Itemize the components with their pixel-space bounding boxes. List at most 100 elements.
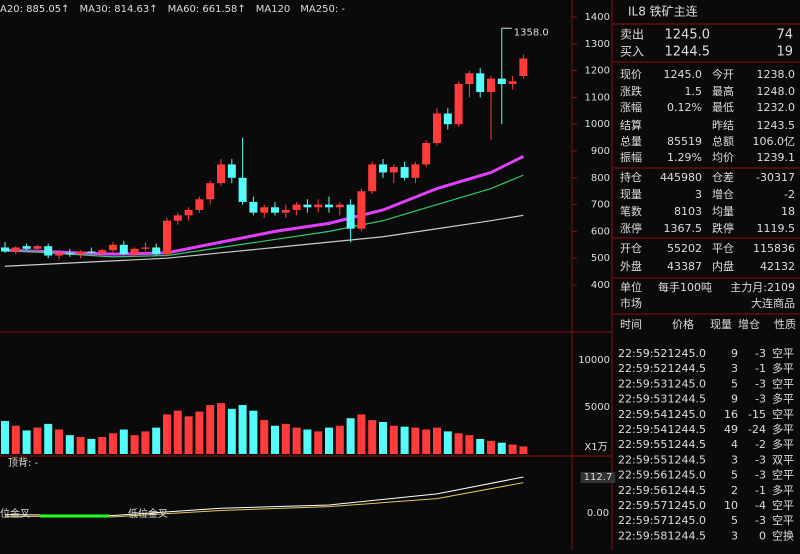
candle-body <box>163 220 171 255</box>
volume-bar <box>508 444 517 454</box>
volume-bar <box>152 427 161 454</box>
volume-bar <box>411 427 420 454</box>
quote-label: 涨幅 <box>620 101 642 114</box>
trade-volume: 3 <box>731 362 738 375</box>
quote-value: 1.5 <box>685 85 703 98</box>
candle-body <box>508 81 517 84</box>
volume-bar <box>22 430 31 454</box>
candle-body <box>422 142 431 165</box>
candle-body <box>109 244 117 251</box>
volume-bar <box>1 421 9 454</box>
trade-type: 空平 <box>772 468 794 482</box>
volume-bar <box>227 408 236 454</box>
quote-label: 市场 <box>620 296 642 310</box>
quote-label: 现量 <box>620 188 642 201</box>
volume-bar <box>98 437 107 454</box>
ma-line <box>4 155 525 256</box>
trade-change: -3 <box>755 377 766 390</box>
volume-bar <box>325 427 333 454</box>
quote-value: 1119.5 <box>757 222 796 235</box>
volume-bar <box>519 446 528 454</box>
quote-label: 总量 <box>620 134 642 148</box>
quote-label: 今开 <box>712 67 734 81</box>
candle-body <box>227 164 236 178</box>
candle-body <box>271 207 279 213</box>
candle-body <box>55 252 63 256</box>
volume-bar <box>195 411 204 454</box>
trade-time: 22:59:53 <box>618 393 667 406</box>
quote-label: 涨停 <box>620 221 642 235</box>
trade-type: 空平 <box>772 346 794 360</box>
candle-body <box>411 164 420 178</box>
candle-body <box>98 250 107 253</box>
y-tick-label: 1000 <box>585 119 610 130</box>
volume-bar <box>400 426 409 454</box>
volume-bar <box>357 414 366 454</box>
trade-type: 多平 <box>772 437 794 451</box>
book-price: 1244.5 <box>665 45 711 60</box>
quote-value: 1238.0 <box>757 68 796 81</box>
volume-bar <box>422 429 431 454</box>
candle-body <box>152 247 161 255</box>
trade-price: 1244.5 <box>668 362 707 375</box>
quote-value: 1.29% <box>667 151 702 164</box>
trade-price: 1244.5 <box>668 438 707 451</box>
candle-body <box>44 246 53 256</box>
trade-type: 空平 <box>772 513 794 527</box>
quote-label: 均量 <box>712 205 734 218</box>
trade-volume: 9 <box>731 347 738 360</box>
volume-bar <box>389 425 398 454</box>
trade-header: 时间 <box>620 318 642 331</box>
volume-bar <box>281 423 290 454</box>
quote-value: 1239.1 <box>757 151 796 164</box>
candle-body <box>443 113 452 125</box>
candle-body <box>303 204 312 208</box>
volume-bar <box>303 429 312 454</box>
indicator-text: 位金叉 <box>0 507 30 520</box>
trade-change: 0 <box>759 529 766 542</box>
quote-label: 振幅 <box>620 150 642 164</box>
trade-volume: 16 <box>724 408 738 421</box>
volume-bar <box>260 420 269 454</box>
candle-body <box>217 164 225 184</box>
trade-time: 22:59:54 <box>618 408 667 421</box>
quote-value: -2 <box>784 188 795 201</box>
quote-label: 仓差 <box>712 170 734 184</box>
quote-label: 昨结 <box>712 119 734 132</box>
volume-bar <box>109 433 117 454</box>
quote-label: 增仓 <box>712 187 734 201</box>
peak-label: 1358.0 <box>514 27 549 38</box>
volume-bar <box>33 427 42 454</box>
book-qty: 74 <box>776 28 793 43</box>
candle-body <box>141 247 150 249</box>
panel-title: IL8 铁矿主连 <box>628 4 698 19</box>
volume-bar <box>11 425 20 454</box>
trade-price: 1245.0 <box>668 469 707 482</box>
trade-price: 1244.5 <box>668 484 707 497</box>
candle-body <box>119 244 128 255</box>
volume-bar <box>443 431 452 454</box>
book-label: 买入 <box>620 45 644 59</box>
volume-bar <box>44 423 53 454</box>
quote-value: 445980 <box>660 171 702 184</box>
trade-type: 空换 <box>772 528 794 542</box>
book-qty: 19 <box>776 45 793 60</box>
trade-time: 22:59:55 <box>618 438 667 451</box>
quote-value: -30317 <box>756 171 795 184</box>
candle-body <box>260 207 269 213</box>
quote-label: 涨跌 <box>620 84 642 98</box>
candle-body <box>87 251 96 253</box>
quote-value: 42132 <box>760 260 795 273</box>
quote-label: 最高 <box>712 84 734 98</box>
candle-body <box>325 204 333 208</box>
quote-value: 1245.0 <box>664 68 703 81</box>
candle-body <box>335 204 344 208</box>
indicator-text: 低位金叉 <box>128 507 168 520</box>
indicator-label: 顶背: - <box>8 456 39 469</box>
volume-bar <box>206 405 215 454</box>
quote-value: 1232.0 <box>757 101 796 114</box>
trade-price: 1245.0 <box>668 499 707 512</box>
ma-legend: MA250: - <box>300 4 345 15</box>
book-label: 卖出 <box>620 28 644 42</box>
ma-line <box>4 214 524 267</box>
